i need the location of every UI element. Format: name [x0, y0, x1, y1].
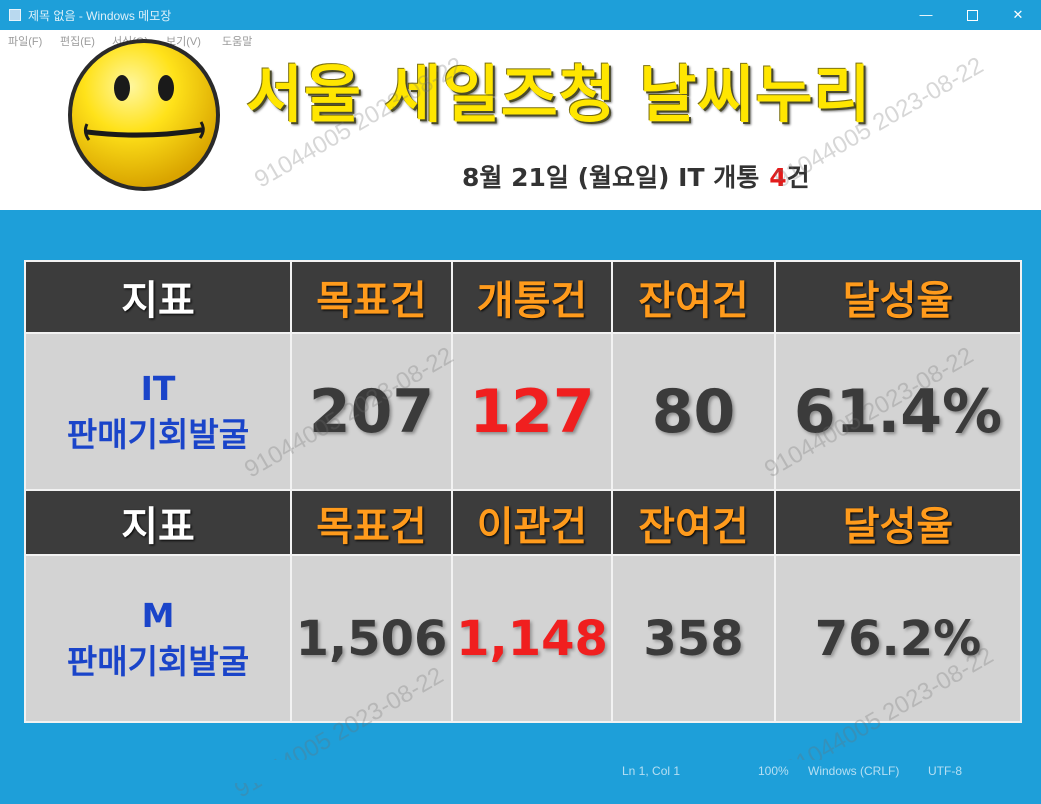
- count-badge: 4: [769, 163, 787, 192]
- cell-target: 207: [290, 332, 453, 491]
- table-row: M 판매기회발굴 1,506 1,148 358 76.2%: [24, 554, 1022, 723]
- stats-table: 지표 목표건 개통건 잔여건 달성율 IT 판매기회발굴 207 127 80 …: [24, 260, 1022, 723]
- cell-remaining: 358: [611, 554, 776, 723]
- zoom-level: 100%: [758, 764, 789, 778]
- header-cell-target: 목표건: [290, 489, 453, 556]
- table-header-row: 지표 목표건 개통건 잔여건 달성율: [24, 260, 1022, 334]
- table-header-row: 지표 목표건 이관건 잔여건 달성율: [24, 489, 1022, 556]
- menu-edit[interactable]: 편집(E): [60, 36, 95, 48]
- cell-rate: 76.2%: [774, 554, 1022, 723]
- notepad-icon: [9, 9, 21, 21]
- header-cell-remaining: 잔여건: [611, 489, 776, 556]
- header-cell-rate: 달성율: [774, 489, 1022, 556]
- cell-target: 1,506: [290, 554, 453, 723]
- maximize-icon: [966, 10, 978, 22]
- header-banner: 파일(F) 편집(E) 서식(O) 보기(V) 도움말 서울 세일즈청 날씨누리…: [0, 30, 1041, 210]
- count-suffix: 건: [786, 163, 810, 192]
- window-title: 제목 없음 - Windows 메모장: [28, 9, 172, 23]
- cell-rate: 61.4%: [774, 332, 1022, 491]
- header-cell-opened: 개통건: [451, 260, 613, 334]
- row-label-line2: 판매기회발굴: [66, 414, 250, 454]
- smiley-face-icon: [68, 39, 220, 191]
- header-cell-remaining: 잔여건: [611, 260, 776, 334]
- maximize-button[interactable]: [949, 0, 995, 30]
- line-ending: Windows (CRLF): [808, 764, 900, 778]
- cell-transferred: 1,148: [451, 554, 613, 723]
- cursor-position: Ln 1, Col 1: [622, 764, 681, 778]
- row-label-line2: 판매기회발굴: [66, 641, 250, 681]
- page-title: 서울 세일즈청 날씨누리: [246, 58, 872, 131]
- window-titlebar: 제목 없음 - Windows 메모장 — ✕: [0, 0, 1041, 30]
- table-row: IT 판매기회발굴 207 127 80 61.4%: [24, 332, 1022, 491]
- menu-file[interactable]: 파일(F): [8, 36, 43, 48]
- header-cell-transferred: 이관건: [451, 489, 613, 556]
- header-cell-metric: 지표: [24, 260, 292, 334]
- row-label-line1: IT: [140, 368, 176, 408]
- statusbar: Ln 1, Col 1 100% Windows (CRLF) UTF-8: [0, 760, 1041, 783]
- menu-help[interactable]: 도움말: [222, 36, 253, 48]
- subtitle-text: 8월 21일 (월요일) IT 개통: [462, 163, 760, 192]
- subtitle: 8월 21일 (월요일) IT 개통 4건: [462, 158, 810, 194]
- row-label: M 판매기회발굴: [24, 554, 292, 723]
- cell-remaining: 80: [611, 332, 776, 491]
- minimize-button[interactable]: —: [919, 7, 933, 22]
- row-label: IT 판매기회발굴: [24, 332, 292, 491]
- cell-opened: 127: [451, 332, 613, 491]
- header-cell-metric: 지표: [24, 489, 292, 556]
- encoding: UTF-8: [928, 764, 962, 778]
- header-cell-rate: 달성율: [774, 260, 1022, 334]
- close-button[interactable]: ✕: [1012, 7, 1024, 22]
- header-cell-target: 목표건: [290, 260, 453, 334]
- row-label-line1: M: [141, 595, 175, 635]
- menu-view[interactable]: 보기(V): [166, 36, 201, 48]
